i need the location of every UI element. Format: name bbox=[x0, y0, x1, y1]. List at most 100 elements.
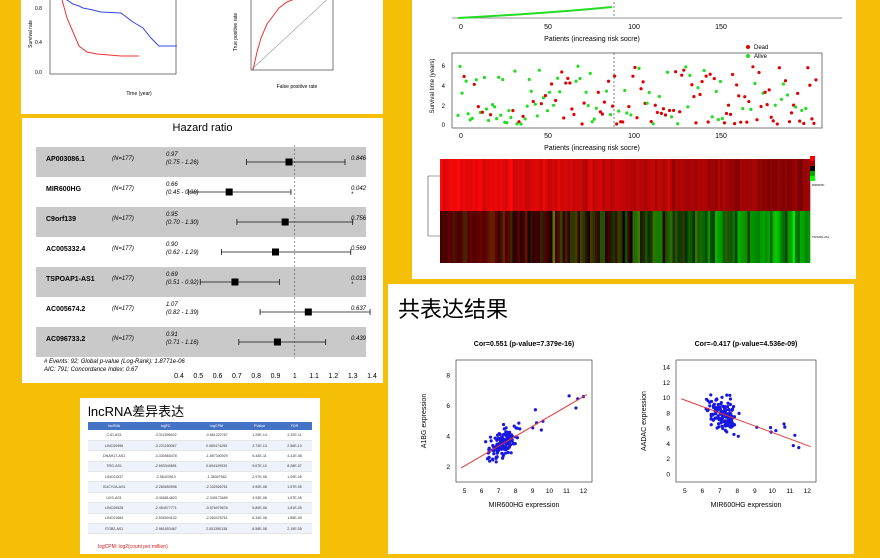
survival-point bbox=[700, 79, 704, 84]
heatmap-cell bbox=[750, 211, 753, 263]
heatmap-cell bbox=[637, 159, 641, 211]
survival-point bbox=[686, 105, 690, 109]
heatmap-cell bbox=[450, 159, 453, 211]
heatmap-cell bbox=[440, 211, 443, 263]
heatmap-cell bbox=[527, 159, 531, 211]
scatter-point bbox=[499, 435, 504, 440]
heatmap-cell bbox=[785, 159, 788, 211]
survival-y-tick: 4 bbox=[442, 84, 446, 90]
survival-point bbox=[773, 103, 777, 107]
scatter-point bbox=[514, 426, 518, 430]
scatter-point bbox=[492, 452, 496, 456]
heatmap-cell bbox=[612, 211, 616, 263]
survival-point bbox=[810, 117, 814, 121]
heatmap-cell bbox=[795, 211, 798, 263]
survival-point bbox=[584, 90, 588, 94]
heatmap-cell bbox=[762, 159, 766, 211]
lncrna-table-row: ITGB2-AS1 -2.981653467 2.551390138 8.58E-08… bbox=[88, 523, 312, 535]
survival-point bbox=[694, 121, 698, 125]
forest-hr-marker bbox=[285, 158, 293, 166]
scatter-y-tick: 12 bbox=[663, 380, 671, 387]
coexpression-panel: 共表达结果 Cor=0.551 (p-value=7.379e-16) 5 6 7 8 9… bbox=[388, 284, 854, 554]
scatter-point bbox=[567, 394, 571, 398]
lncrna-table-row: DNAH17-AS1 -3.330565478 -1.897340929 6.44E-… bbox=[88, 450, 312, 462]
heatmap-cell bbox=[630, 211, 633, 263]
scatter-point bbox=[509, 451, 513, 455]
heatmap-cell bbox=[782, 211, 786, 263]
survival-point bbox=[566, 76, 570, 80]
forest-hr-value: 0.69 bbox=[166, 272, 178, 278]
heatmap-cell bbox=[625, 159, 628, 211]
forest-p-value: 0.569 bbox=[351, 246, 367, 252]
heatmap-cell bbox=[452, 159, 456, 211]
heatmap-cell bbox=[680, 211, 683, 263]
heatmap-cell bbox=[495, 159, 498, 211]
survival-point bbox=[763, 90, 767, 94]
forest-gene-name: AC005332.4 bbox=[46, 246, 86, 253]
survival-point bbox=[541, 96, 546, 100]
scatter-point bbox=[484, 440, 488, 444]
heatmap-cell bbox=[695, 211, 698, 263]
forest-p-value: 0.846 bbox=[351, 156, 367, 162]
heatmap-cell bbox=[555, 159, 558, 211]
forest-plot-svg: 0.4 0.5 0.6 0.7 0.8 0.9 1 1.1 1.2 1.3 1.4 bbox=[174, 145, 377, 380]
heatmap-cell bbox=[655, 159, 658, 211]
survival-point bbox=[602, 100, 607, 104]
heatmap-cell bbox=[770, 159, 773, 211]
survival-point bbox=[678, 110, 682, 114]
heatmap-cell bbox=[532, 211, 536, 263]
heatmap-cell bbox=[747, 211, 751, 263]
lncrna-table-cell: -3.311596402 bbox=[140, 430, 192, 441]
survival-point bbox=[621, 120, 625, 124]
scatter-plot-frame bbox=[455, 359, 593, 483]
forest-hazard-ratio: 0.66 (0.45 - 0.98) bbox=[166, 181, 199, 197]
scatter-x-label: MIR600HG expression bbox=[711, 502, 782, 509]
heatmap-cell bbox=[732, 211, 736, 263]
lncrna-table-cell: -2.981653467 bbox=[140, 523, 192, 535]
heatmap-cell bbox=[720, 159, 723, 211]
risk-x-label: Patients (increasing risk socre) bbox=[544, 36, 640, 43]
scatter-x-tick: 8 bbox=[735, 488, 739, 495]
heatmap-cell bbox=[767, 159, 771, 211]
lncrna-table-cell: GUCY2A-AS1 bbox=[88, 481, 141, 493]
scatter-x-tick: 10 bbox=[769, 488, 777, 495]
survival-point bbox=[791, 103, 796, 107]
survival-point bbox=[716, 118, 720, 122]
scatter-point bbox=[782, 422, 786, 426]
lncrna-table-cell: 1.57E-05 bbox=[277, 481, 312, 493]
survival-point bbox=[610, 104, 615, 108]
heatmap-cell bbox=[635, 159, 638, 211]
forest-hazard-ratio: 0.95 (0.70 - 1.30) bbox=[166, 211, 199, 227]
heatmap-cell bbox=[477, 211, 481, 263]
survival-point bbox=[623, 88, 627, 93]
heatmap-cell bbox=[567, 159, 571, 211]
survival-point bbox=[787, 120, 792, 124]
scatter-y-tick: 6 bbox=[446, 403, 450, 410]
scatter-point bbox=[724, 415, 728, 419]
heatmap-cell bbox=[730, 211, 733, 263]
heatmap-cell bbox=[480, 159, 483, 211]
roc-diagonal bbox=[250, 0, 327, 71]
heatmap-cell bbox=[640, 159, 643, 211]
heatmap-cell bbox=[595, 211, 598, 263]
survival-point bbox=[757, 70, 761, 75]
survival-point bbox=[735, 83, 739, 87]
heatmap-cell bbox=[587, 159, 591, 211]
survival-point bbox=[604, 89, 609, 93]
scatter-x-tick: 10 bbox=[546, 488, 554, 495]
heatmap-cell bbox=[535, 211, 538, 263]
forest-p-value: 0.013 * bbox=[351, 276, 367, 288]
survival-point bbox=[785, 93, 790, 97]
heatmap-cell bbox=[772, 211, 776, 263]
survival-point bbox=[798, 119, 802, 123]
km-roc-svg: Survival rate 0.8 0.4 0.0 Time (year) Tr… bbox=[28, 0, 334, 97]
heatmap-cell bbox=[740, 211, 743, 263]
lncrna-table-cell: 1.86E-05 bbox=[277, 513, 312, 525]
survival-point bbox=[631, 74, 635, 78]
scatter-point bbox=[513, 442, 517, 446]
heatmap-cell bbox=[615, 211, 618, 263]
heatmap-cell bbox=[480, 211, 483, 263]
heatmap-cell bbox=[752, 159, 756, 211]
heatmap-cell bbox=[675, 211, 678, 263]
survival-point bbox=[759, 104, 763, 109]
